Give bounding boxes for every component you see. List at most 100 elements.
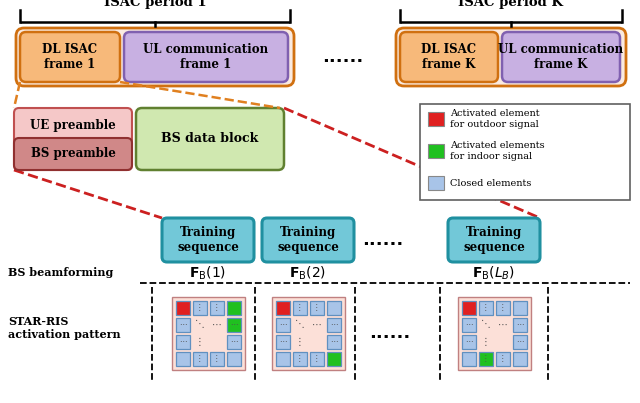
Bar bbox=[310, 301, 323, 314]
Text: ⋯: ⋯ bbox=[330, 337, 337, 346]
Text: ⋮: ⋮ bbox=[296, 303, 303, 312]
Text: ISAC period 1: ISAC period 1 bbox=[104, 0, 206, 9]
Text: ⋮: ⋮ bbox=[294, 337, 305, 347]
Bar bbox=[193, 301, 207, 314]
FancyBboxPatch shape bbox=[396, 28, 626, 86]
Bar bbox=[193, 351, 207, 366]
Text: ⋮: ⋮ bbox=[196, 354, 204, 363]
Text: ⋯: ⋯ bbox=[230, 320, 237, 329]
Text: ⋮: ⋮ bbox=[212, 303, 220, 312]
Text: DL ISAC
frame 1: DL ISAC frame 1 bbox=[42, 43, 97, 71]
Text: ⋮: ⋮ bbox=[313, 303, 320, 312]
Bar bbox=[479, 301, 493, 314]
Text: UL communication
frame 1: UL communication frame 1 bbox=[143, 43, 269, 71]
Bar bbox=[326, 351, 340, 366]
Bar bbox=[428, 112, 444, 126]
Text: ⋮: ⋮ bbox=[196, 303, 204, 312]
Bar bbox=[495, 351, 509, 366]
FancyBboxPatch shape bbox=[14, 138, 132, 170]
Text: ......: ...... bbox=[362, 231, 404, 249]
Text: UL communication
frame K: UL communication frame K bbox=[499, 43, 623, 71]
Bar bbox=[292, 351, 307, 366]
Text: UE preamble: UE preamble bbox=[30, 120, 116, 133]
FancyBboxPatch shape bbox=[400, 32, 498, 82]
Text: ⋱: ⋱ bbox=[195, 320, 204, 330]
Text: ⋮: ⋮ bbox=[499, 303, 506, 312]
Text: ......: ...... bbox=[323, 48, 364, 66]
Bar bbox=[461, 301, 476, 314]
Bar bbox=[292, 301, 307, 314]
Bar bbox=[175, 351, 189, 366]
FancyBboxPatch shape bbox=[136, 108, 284, 170]
Text: ⋮: ⋮ bbox=[313, 354, 320, 363]
Bar bbox=[326, 318, 340, 332]
Text: ⋯: ⋯ bbox=[278, 337, 286, 346]
Bar bbox=[209, 351, 223, 366]
Bar bbox=[227, 301, 241, 314]
FancyBboxPatch shape bbox=[20, 32, 120, 82]
Text: $\mathbf{F}_\mathrm{B}(2)$: $\mathbf{F}_\mathrm{B}(2)$ bbox=[289, 264, 326, 282]
Text: Training
sequence: Training sequence bbox=[177, 226, 239, 254]
Text: Training
sequence: Training sequence bbox=[277, 226, 339, 254]
Bar bbox=[513, 334, 527, 349]
Text: ⋯: ⋯ bbox=[516, 337, 524, 346]
Text: ⋮: ⋮ bbox=[499, 354, 506, 363]
Bar bbox=[420, 104, 630, 200]
Bar bbox=[458, 297, 531, 370]
Text: ⋯: ⋯ bbox=[465, 337, 472, 346]
Text: ⋮: ⋮ bbox=[481, 337, 490, 347]
Bar bbox=[513, 351, 527, 366]
Bar bbox=[275, 301, 289, 314]
Bar bbox=[513, 301, 527, 314]
Text: ⋯: ⋯ bbox=[212, 320, 221, 330]
Text: Training
sequence: Training sequence bbox=[463, 226, 525, 254]
Bar bbox=[461, 334, 476, 349]
Text: ⋱: ⋱ bbox=[481, 320, 490, 330]
Text: ⋱: ⋱ bbox=[294, 320, 305, 330]
Text: $\mathbf{F}_\mathrm{B}(1)$: $\mathbf{F}_\mathrm{B}(1)$ bbox=[189, 264, 227, 282]
Text: ⋯: ⋯ bbox=[179, 320, 186, 329]
Bar bbox=[326, 334, 340, 349]
Bar bbox=[175, 334, 189, 349]
Bar bbox=[227, 334, 241, 349]
Bar bbox=[495, 301, 509, 314]
Text: DL ISAC
frame K: DL ISAC frame K bbox=[421, 43, 477, 71]
Bar bbox=[310, 351, 323, 366]
Text: ⋮: ⋮ bbox=[482, 354, 490, 363]
Bar bbox=[461, 351, 476, 366]
Bar bbox=[172, 297, 244, 370]
Text: ⋯: ⋯ bbox=[498, 320, 508, 330]
FancyBboxPatch shape bbox=[502, 32, 620, 82]
Text: ⋯: ⋯ bbox=[516, 320, 524, 329]
Text: Activated elements
for indoor signal: Activated elements for indoor signal bbox=[450, 141, 545, 161]
Bar bbox=[275, 334, 289, 349]
Bar bbox=[227, 351, 241, 366]
Bar bbox=[326, 301, 340, 314]
Text: ......: ...... bbox=[369, 324, 411, 342]
Text: ⋮: ⋮ bbox=[296, 354, 303, 363]
Text: Closed elements: Closed elements bbox=[450, 179, 531, 187]
Bar bbox=[461, 318, 476, 332]
Bar bbox=[209, 301, 223, 314]
Text: $\mathbf{F}_\mathrm{B}(L_B)$: $\mathbf{F}_\mathrm{B}(L_B)$ bbox=[472, 264, 516, 282]
Text: BS preamble: BS preamble bbox=[31, 147, 115, 160]
Text: BS data block: BS data block bbox=[161, 133, 259, 145]
Bar bbox=[428, 176, 444, 190]
Text: STAR-RIS
activation pattern: STAR-RIS activation pattern bbox=[8, 316, 120, 340]
Bar bbox=[428, 144, 444, 158]
Text: ⋯: ⋯ bbox=[278, 320, 286, 329]
Bar bbox=[271, 297, 344, 370]
Text: ⋯: ⋯ bbox=[465, 320, 472, 329]
Bar bbox=[479, 351, 493, 366]
Text: ⋮: ⋮ bbox=[212, 354, 220, 363]
Text: ⋯: ⋯ bbox=[179, 337, 186, 346]
FancyBboxPatch shape bbox=[124, 32, 288, 82]
Bar bbox=[175, 318, 189, 332]
Text: ⋯: ⋯ bbox=[330, 320, 337, 329]
FancyBboxPatch shape bbox=[14, 108, 132, 170]
FancyBboxPatch shape bbox=[262, 218, 354, 262]
Text: ⋮: ⋮ bbox=[482, 303, 490, 312]
Bar bbox=[175, 301, 189, 314]
FancyBboxPatch shape bbox=[162, 218, 254, 262]
FancyBboxPatch shape bbox=[16, 28, 294, 86]
